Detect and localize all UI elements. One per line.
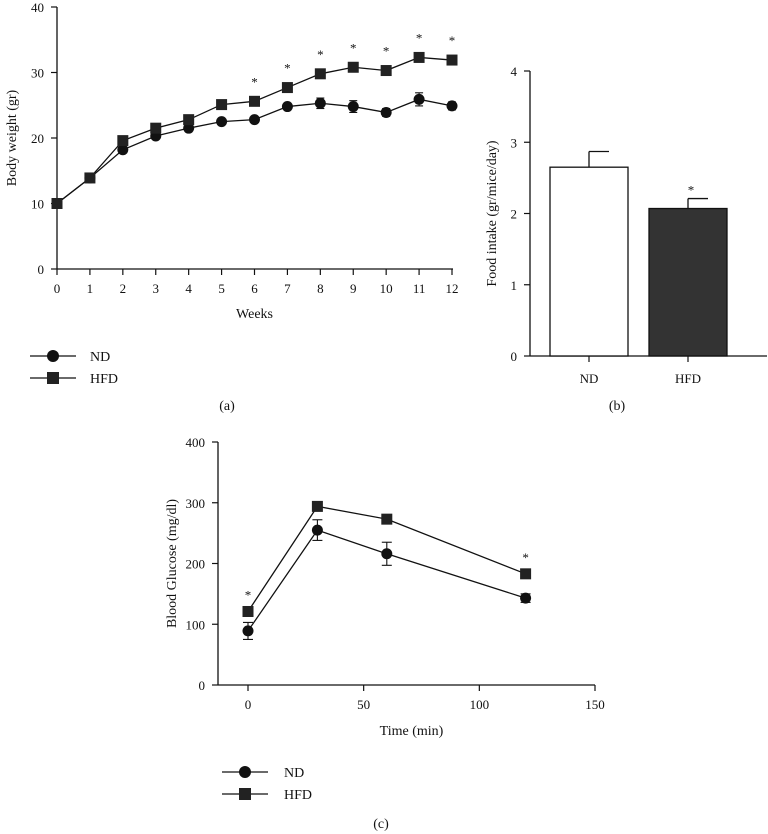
a-significance-star: * [251,74,258,89]
a-x-tick-label: 1 [87,281,94,296]
b-category-label: HFD [675,371,701,386]
c-panel-label: (c) [373,817,389,832]
a-data-point-hfd [84,172,96,184]
a-x-tick-label: 5 [218,281,225,296]
c-data-point-nd [242,625,254,637]
c-legend-marker-nd [239,766,251,778]
a-x-tick-label: 8 [317,281,324,296]
c-y-tick-label: 300 [186,496,206,511]
a-data-point-hfd [249,95,260,107]
a-significance-star: * [350,40,357,55]
c-significance-star: * [522,550,529,565]
a-y-tick-label: 10 [31,197,44,212]
a-y-tick-label: 40 [31,0,44,15]
a-data-point-nd [347,101,359,113]
a-data-point-nd [446,100,458,112]
c-legend-marker-hfd [239,788,251,800]
a-x-tick-label: 10 [380,281,393,296]
b-significance-star: * [688,183,695,198]
a-data-point-hfd [446,54,458,66]
a-data-point-nd [380,106,392,118]
c-significance-star: * [245,587,252,602]
c-data-point-nd [520,592,532,604]
a-x-tick-label: 0 [54,281,61,296]
a-significance-star: * [416,30,423,45]
a-legend-label: ND [90,350,110,365]
a-x-axis-label: Weeks [236,307,273,322]
c-series-line-nd [247,529,526,632]
c-x-axis-label: Time (min) [380,724,444,739]
a-x-tick-label: 2 [120,281,127,296]
b-y-axis-label: Food intake (gr/mice/day) [485,140,500,287]
b-bar-hfd [648,207,728,357]
a-panel-label: (a) [219,399,235,414]
b-y-tick-label: 0 [511,349,518,364]
a-data-point-hfd [51,198,63,209]
a-data-point-hfd [117,135,129,147]
a-significance-star: * [449,33,456,48]
c-x-tick-label: 100 [470,697,490,712]
a-data-point-hfd [314,68,326,80]
c-y-tick-label: 200 [186,557,206,572]
a-data-point-hfd [347,61,359,73]
c-data-point-nd [381,548,393,560]
a-y-tick-label: 20 [31,131,44,146]
c-y-tick-label: 100 [186,617,206,632]
a-data-point-hfd [380,65,392,77]
a-data-point-nd [413,93,425,105]
c-data-point-hfd [520,568,532,580]
b-y-tick-label: 3 [511,135,518,150]
a-legend-marker-nd [47,350,59,362]
b-category-label: ND [580,371,599,386]
a-data-point-nd [117,144,129,156]
a-data-point-nd [314,97,326,109]
c-x-tick-label: 0 [245,697,252,712]
c-legend-label: HFD [284,788,312,803]
a-legend-label: HFD [90,372,118,387]
c-series-line-hfd [247,505,526,612]
a-data-point-nd [249,114,260,126]
a-x-tick-label: 12 [446,281,459,296]
b-bar-nd [549,166,629,357]
a-x-tick-label: 11 [413,281,426,296]
c-y-axis-label: Blood Glucose (mg/dl) [165,499,180,628]
a-x-tick-label: 4 [185,281,192,296]
a-data-point-nd [216,116,228,128]
a-significance-star: * [317,47,324,62]
a-data-point-hfd [281,82,293,94]
a-data-point-hfd [413,51,425,63]
a-y-tick-label: 0 [38,262,45,277]
c-y-tick-label: 0 [199,678,206,693]
c-x-tick-label: 50 [357,697,370,712]
a-significance-star: * [284,61,291,76]
a-y-axis-label: Body weight (gr) [5,89,20,186]
c-data-point-hfd [311,500,323,512]
c-y-tick-label: 400 [186,435,206,450]
c-x-tick-label: 150 [585,697,605,712]
a-data-point-hfd [183,114,195,126]
c-data-point-hfd [242,605,254,617]
a-x-tick-label: 6 [251,281,258,296]
a-data-point-nd [183,122,195,134]
b-y-tick-label: 4 [511,64,518,79]
a-x-tick-label: 3 [153,281,160,296]
b-y-tick-label: 2 [511,207,518,222]
a-significance-star: * [383,44,390,59]
c-data-point-nd [311,524,323,536]
b-y-tick-label: 1 [511,278,518,293]
b-panel-label: (b) [609,399,626,414]
a-x-tick-label: 9 [350,281,357,296]
a-data-point-hfd [216,99,228,111]
a-data-point-nd [281,101,293,113]
a-x-tick-label: 7 [284,281,291,296]
c-data-point-hfd [381,513,393,525]
a-y-tick-label: 30 [31,66,44,81]
a-data-point-hfd [150,122,162,134]
a-legend-marker-hfd [47,372,59,384]
c-legend-label: ND [284,766,304,781]
